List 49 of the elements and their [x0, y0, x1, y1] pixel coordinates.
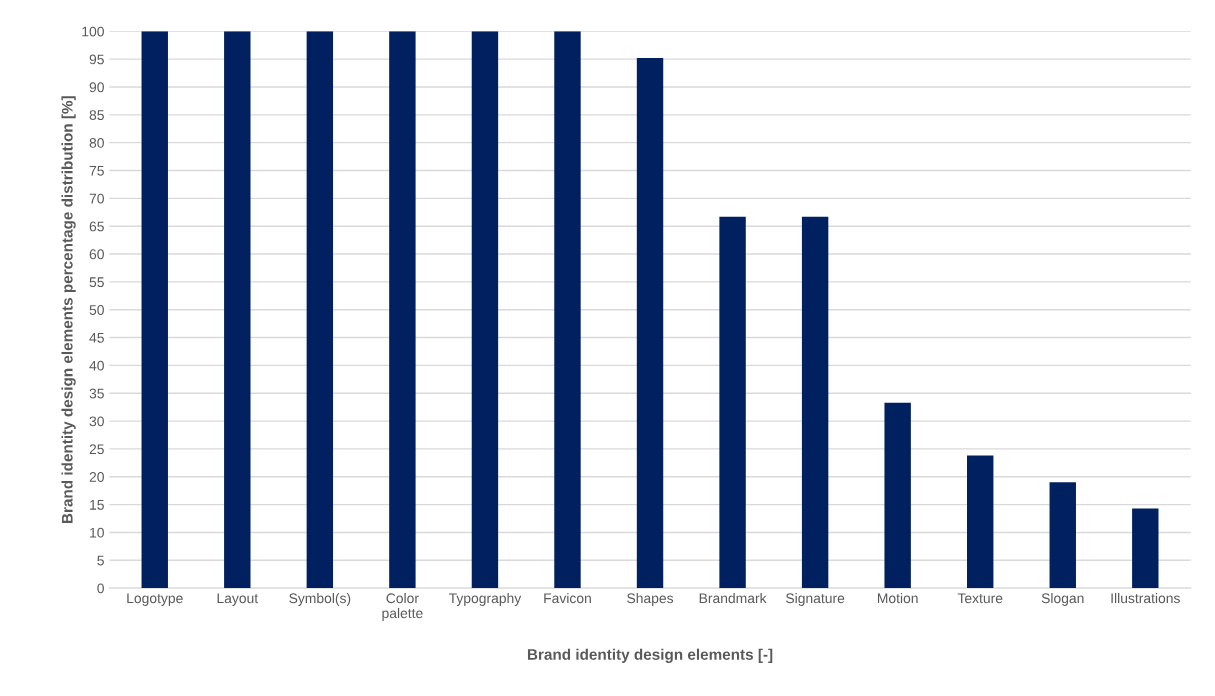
y-tick-label: 30: [89, 416, 104, 427]
y-tick-label: 35: [89, 388, 104, 399]
y-tick-label: 95: [89, 54, 104, 65]
bar: [224, 31, 251, 589]
y-tick-label: 90: [89, 82, 104, 93]
bar: [967, 455, 994, 589]
y-tick-label: 45: [89, 333, 104, 343]
y-tick-label: 100: [82, 26, 104, 37]
x-tick-label: Illustrations: [1111, 592, 1180, 604]
x-tick-label: Brandmark: [699, 592, 767, 604]
y-tick-label: 40: [89, 360, 104, 371]
y-tick-label: 0: [97, 583, 104, 594]
y-axis-title: Brand identity design elements percentage distribution [%]: [61, 96, 76, 524]
bar: [1049, 482, 1076, 589]
bar: [471, 31, 499, 589]
bar: [306, 31, 334, 589]
y-tick-label: 50: [89, 305, 104, 315]
bar: [636, 58, 664, 589]
bar: [884, 402, 911, 589]
x-tick-label: Logotype: [127, 593, 183, 606]
y-tick-label: 55: [89, 277, 104, 288]
x-tick-label: Typography: [448, 592, 522, 606]
x-tick-label: Layout: [217, 593, 259, 606]
y-tick-label: 80: [89, 138, 104, 148]
y-tick-label: 65: [89, 221, 104, 232]
y-tick-label: 25: [89, 444, 104, 455]
y-tick-label: 5: [97, 555, 104, 566]
x-tick-label: Shapes: [627, 592, 674, 606]
x-tick-label: Signature: [786, 592, 845, 606]
bar: [141, 31, 168, 589]
x-tick-label: Color palette: [382, 592, 423, 621]
x-tick-label: Texture: [957, 593, 1003, 604]
bar: [719, 216, 746, 589]
x-tick-label: Motion: [877, 592, 918, 604]
x-tick-label: Symbol(s): [289, 592, 351, 606]
y-tick-label: 10: [90, 527, 104, 538]
bar: [801, 216, 829, 589]
y-tick-label: 15: [90, 500, 104, 510]
bar: [389, 31, 416, 589]
y-tick-label: 75: [89, 166, 104, 176]
bar: [1132, 508, 1159, 589]
x-tick-label: Slogan: [1041, 592, 1084, 606]
y-tick-label: 70: [89, 193, 104, 204]
y-tick-label: 85: [89, 110, 104, 121]
x-tick-label: Favicon: [544, 592, 591, 604]
y-tick-label: 60: [89, 249, 104, 260]
x-axis-title: Brand identity design elements [-]: [527, 648, 773, 663]
bar: [554, 31, 581, 589]
y-tick-label: 20: [89, 472, 104, 482]
